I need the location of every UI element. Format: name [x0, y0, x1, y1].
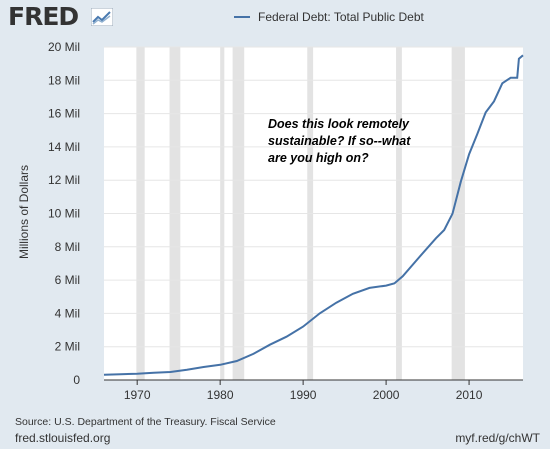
x-tick-label: 2000 [373, 388, 400, 402]
source-note: Source: U.S. Department of the Treasury.… [15, 416, 276, 428]
fred-logo[interactable]: FRED [8, 2, 79, 31]
annotation-line-2: sustainable? If so--what [268, 134, 411, 148]
trend-chart-icon [91, 8, 113, 26]
series-line-federal-debt [103, 54, 524, 376]
site-link[interactable]: fred.stlouisfed.org [15, 431, 111, 445]
y-tick-label: 8 Mil [55, 240, 80, 254]
annotation: Does this look remotely sustainable? If … [268, 116, 448, 167]
x-tick-label: 1990 [290, 388, 317, 402]
y-tick-label: 12 Mil [48, 173, 80, 187]
x-tick-label: 1970 [124, 388, 151, 402]
y-tick-label: 20 Mil [48, 40, 80, 54]
y-tick-label: 18 Mil [48, 73, 80, 87]
legend-label: Federal Debt: Total Public Debt [258, 10, 424, 24]
legend[interactable]: Federal Debt: Total Public Debt [234, 10, 424, 24]
short-url-link[interactable]: myf.red/g/chWT [455, 431, 540, 445]
y-tick-labels: 0 2 Mil 4 Mil 6 Mil 8 Mil 10 Mil 12 Mil 14 Mil 1… [48, 40, 80, 387]
legend-swatch [234, 16, 250, 18]
annotation-line-3: are you high on? [268, 151, 369, 165]
y-tick-label: 6 Mil [55, 273, 80, 287]
annotation-line-1: Does this look remotely [268, 117, 410, 131]
y-tick-label: 0 [73, 373, 80, 387]
y-tick-label: 4 Mil [55, 306, 80, 320]
y-tick-label: 16 Mil [48, 107, 80, 121]
x-tick-labels: 1970 1980 1990 2000 2010 [124, 380, 483, 402]
y-tick-label: 10 Mil [48, 207, 80, 221]
y-tick-label: 2 Mil [55, 340, 80, 354]
y-tick-label: 14 Mil [48, 140, 80, 154]
x-tick-label: 2010 [456, 388, 483, 402]
x-tick-label: 1980 [207, 388, 234, 402]
y-axis-label: Millions of Dollars [17, 165, 31, 259]
